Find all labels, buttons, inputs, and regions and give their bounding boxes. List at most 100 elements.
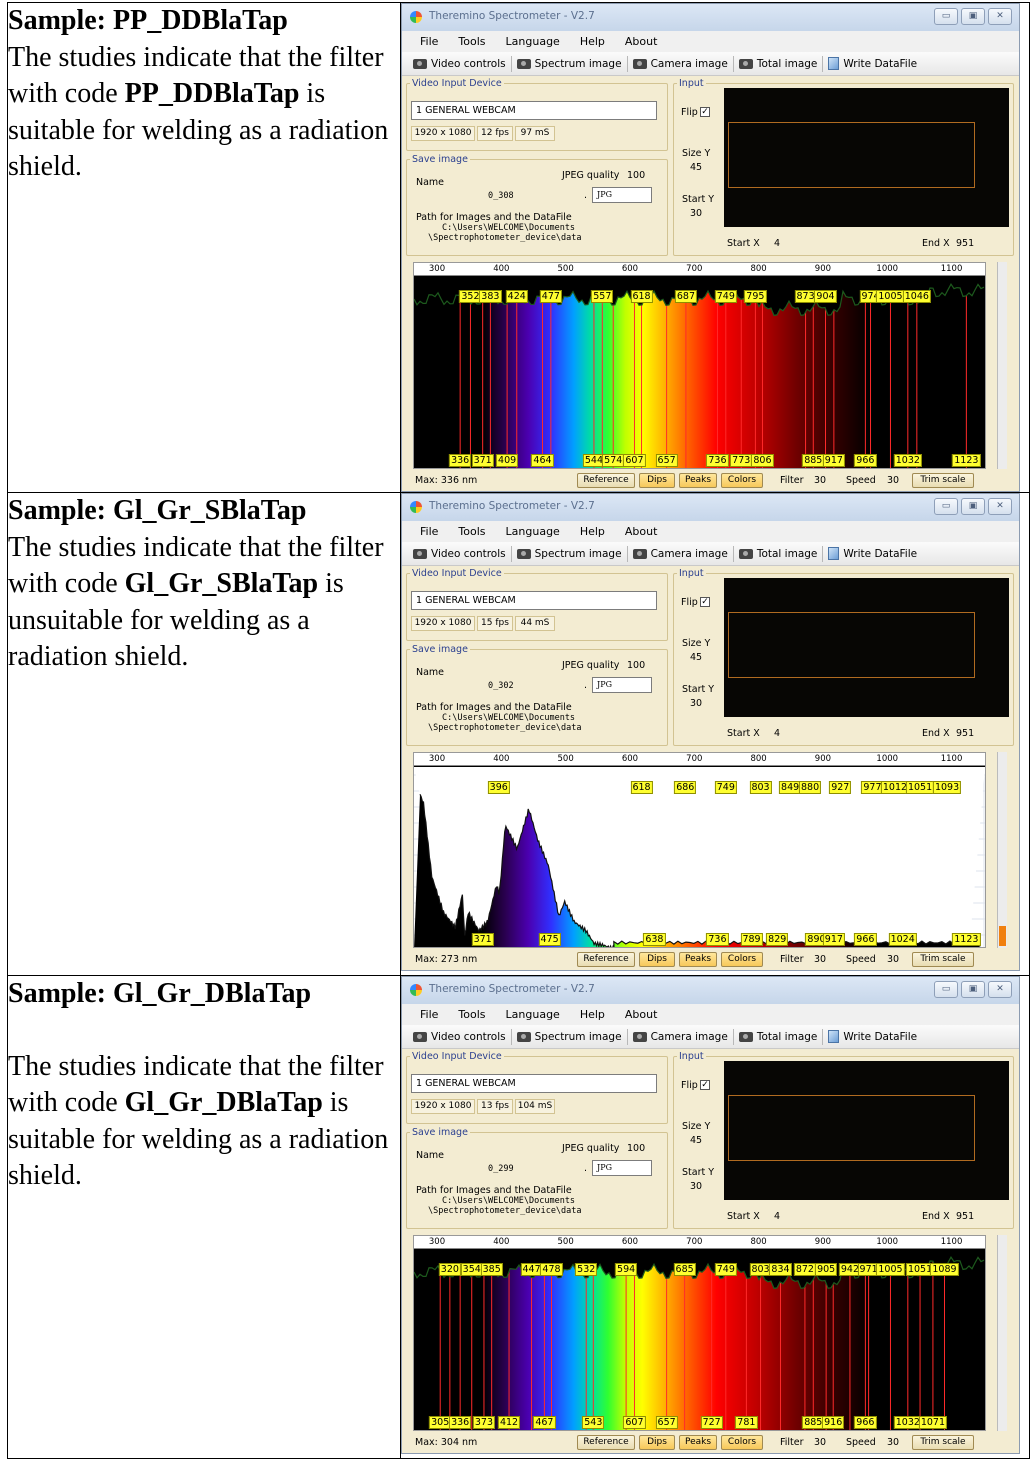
toolbar-button[interactable]: Video controls — [408, 58, 511, 70]
trim-scale-button[interactable]: Trim scale — [912, 1435, 974, 1450]
menu-item[interactable]: Help — [579, 1008, 605, 1021]
colors-button[interactable]: Colors — [721, 952, 763, 967]
status-bar: Max: 304 nm Reference Dips Peaks Colors Filte… — [402, 1433, 1019, 1453]
reference-button[interactable]: Reference — [577, 473, 635, 488]
menu-item[interactable]: Tools — [458, 525, 486, 538]
trim-scale-button[interactable]: Trim scale — [912, 473, 974, 488]
menu-item[interactable]: Language — [505, 1008, 560, 1021]
toolbar-button[interactable]: Spectrum image — [512, 58, 627, 70]
close-icon[interactable]: ✕ — [988, 981, 1012, 998]
dip-label: 966 — [854, 454, 877, 467]
toolbar-button[interactable]: Camera image — [628, 1031, 733, 1043]
vertical-scrollbar[interactable] — [997, 262, 1007, 469]
camera-preview[interactable] — [724, 578, 1009, 717]
scale-tick-label: 1000 — [876, 754, 899, 764]
menu-item[interactable]: File — [420, 525, 439, 538]
input-group: Input — [673, 568, 1014, 746]
file-name-field[interactable]: 0_302 — [488, 681, 514, 691]
menu-item[interactable]: Language — [505, 525, 560, 538]
video-device-select[interactable]: 1 GENERAL WEBCAM — [411, 1074, 657, 1093]
close-icon[interactable]: ✕ — [988, 498, 1012, 515]
peaks-button[interactable]: Peaks — [679, 1435, 717, 1450]
toolbar-button[interactable]: Camera image — [628, 58, 733, 70]
file-name-field[interactable]: 0_299 — [488, 1164, 514, 1174]
menu-item[interactable]: Help — [579, 525, 605, 538]
toolbar-button[interactable]: Total image — [734, 1031, 823, 1043]
toolbar-button[interactable]: Write DataFile — [823, 547, 922, 560]
toolbar-button[interactable]: Write DataFile — [823, 57, 922, 70]
vertical-scrollbar[interactable] — [997, 752, 1007, 948]
roi-rectangle[interactable] — [728, 1095, 975, 1161]
toolbar-button[interactable]: Video controls — [408, 548, 511, 560]
roi-rectangle[interactable] — [728, 122, 975, 188]
peak-label: 477 — [539, 290, 562, 303]
camera-preview[interactable] — [724, 88, 1009, 227]
start-x-label: Start X — [727, 238, 760, 249]
menu-item[interactable]: About — [624, 35, 658, 48]
toolbar-button[interactable]: Spectrum image — [512, 1031, 627, 1043]
peak-label: 1012 — [880, 781, 910, 794]
toolbar-button[interactable]: Camera image — [628, 548, 733, 560]
format-select[interactable]: JPG — [592, 187, 652, 203]
peak-label: 905 — [815, 1263, 838, 1276]
toolbar-button[interactable]: Video controls — [408, 1031, 511, 1043]
dips-button[interactable]: Dips — [639, 1435, 675, 1450]
peaks-button[interactable]: Peaks — [679, 473, 717, 488]
reference-button[interactable]: Reference — [577, 952, 635, 967]
roi-rectangle[interactable] — [728, 612, 975, 678]
spectrum-plot — [414, 277, 985, 468]
vertical-scrollbar[interactable] — [997, 1235, 1007, 1431]
dip-label: 727 — [700, 1416, 723, 1429]
name-label: Name — [416, 667, 445, 678]
minimize-icon[interactable]: ▭ — [934, 981, 958, 998]
spectrum-graph[interactable]: 300 400 500 600 700 800 900 1000 1100 352 383 424 47… — [413, 262, 986, 469]
menu-item[interactable]: File — [420, 1008, 439, 1021]
flip-checkbox[interactable]: ✓ — [700, 1080, 710, 1090]
spectrum-graph[interactable]: 300 400 500 600 700 800 900 1000 1100 396 618 686 74… — [413, 752, 986, 948]
menu-item[interactable]: Tools — [458, 35, 486, 48]
end-x-value: 951 — [956, 238, 975, 249]
menu-item[interactable]: About — [624, 1008, 658, 1021]
toolbar-button-label: Camera image — [650, 57, 728, 70]
menu-item[interactable]: Tools — [458, 1008, 486, 1021]
reference-button[interactable]: Reference — [577, 1435, 635, 1450]
maximize-icon[interactable]: ▣ — [961, 981, 985, 998]
menu-item[interactable]: About — [624, 525, 658, 538]
format-select[interactable]: JPG — [592, 1160, 652, 1176]
format-select[interactable]: JPG — [592, 677, 652, 693]
toolbar-button[interactable]: Total image — [734, 548, 823, 560]
menu-item[interactable]: File — [420, 35, 439, 48]
dips-button[interactable]: Dips — [639, 952, 675, 967]
colors-button[interactable]: Colors — [721, 473, 763, 488]
camera-preview[interactable] — [724, 1061, 1009, 1200]
menu-item[interactable]: Language — [505, 35, 560, 48]
peaks-button[interactable]: Peaks — [679, 952, 717, 967]
toolbar-separator — [510, 545, 512, 562]
file-name-field[interactable]: 0_308 — [488, 191, 514, 201]
screenshot-cell: Theremino Spectrometer - V2.7 ▭ ▣ ✕ File Tool… — [400, 975, 1030, 1459]
peak-label: 872 — [793, 1263, 816, 1276]
toolbar-button[interactable]: Total image — [734, 58, 823, 70]
toolbar-button-label: Camera image — [650, 547, 728, 560]
scale-tick-label: 800 — [750, 754, 767, 764]
toolbar-button[interactable]: Write DataFile — [823, 1030, 922, 1043]
minimize-icon[interactable]: ▭ — [934, 498, 958, 515]
maximize-icon[interactable]: ▣ — [961, 498, 985, 515]
description-text: The studies indicate that the filter wit… — [8, 1050, 384, 1119]
maximize-icon[interactable]: ▣ — [961, 8, 985, 25]
video-device-select[interactable]: 1 GENERAL WEBCAM — [411, 591, 657, 610]
colors-button[interactable]: Colors — [721, 1435, 763, 1450]
spectrum-graph[interactable]: 300 400 500 600 700 800 900 1000 1100 320 354 385 44… — [413, 1235, 986, 1431]
dips-button[interactable]: Dips — [639, 473, 675, 488]
trim-scale-button[interactable]: Trim scale — [912, 952, 974, 967]
minimize-icon[interactable]: ▭ — [934, 8, 958, 25]
spectrum-mask — [414, 1250, 985, 1289]
toolbar-button[interactable]: Spectrum image — [512, 548, 627, 560]
flip-checkbox[interactable]: ✓ — [700, 597, 710, 607]
input-group: Input — [673, 78, 1014, 256]
flip-checkbox[interactable]: ✓ — [700, 107, 710, 117]
menu-item[interactable]: Help — [579, 35, 605, 48]
close-icon[interactable]: ✕ — [988, 8, 1012, 25]
filter-label: Filter — [780, 475, 804, 486]
video-device-select[interactable]: 1 GENERAL WEBCAM — [411, 101, 657, 120]
